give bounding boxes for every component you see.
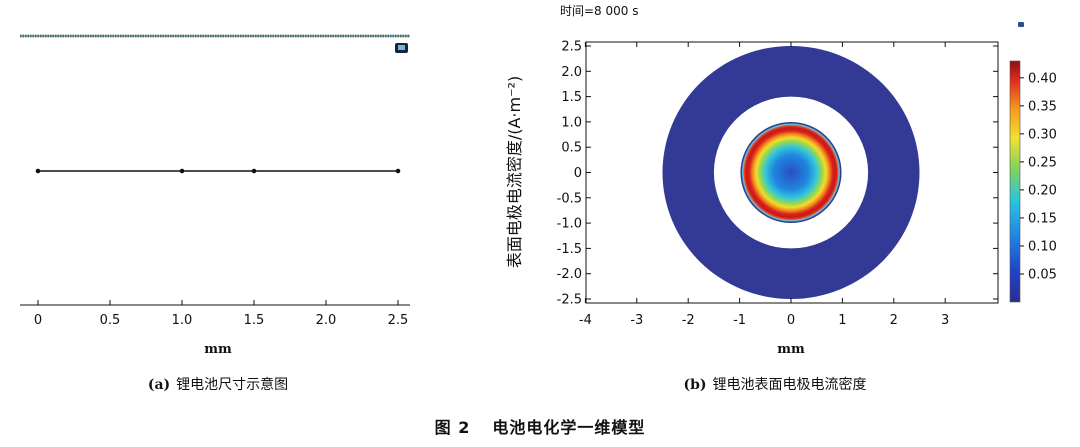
panel-a-x-tick-label: 1.0 <box>172 313 193 328</box>
panel-b-y-tick-label: -1.0 <box>557 217 582 232</box>
panel-a-x-tick-label: 1.5 <box>244 313 265 328</box>
panel-b-y-tick-label: -2.5 <box>557 293 582 308</box>
colorbar-tick-label: 0.25 <box>1028 155 1057 170</box>
domain-vertex <box>251 168 257 174</box>
panel-a-label: (a) <box>148 377 170 393</box>
panel-b-y-tick-label: -2.0 <box>557 267 582 282</box>
panel-a-x-tick-label: 0 <box>34 313 42 328</box>
panel-b-y-tick-label: 0 <box>574 166 582 181</box>
colorbar-tick-label: 0.35 <box>1028 99 1057 114</box>
panel-b-y-tick-label: 2.0 <box>561 65 582 80</box>
panel-b-caption: (b) 锂电池表面电极电流密度 <box>683 376 866 393</box>
panel-b-caption-text: 锂电池表面电极电流密度 <box>713 376 867 393</box>
panel-b-y-tick-label: -0.5 <box>557 191 582 206</box>
legend-marker-icon-inner <box>398 45 405 50</box>
inner-disk <box>741 122 841 223</box>
colorbar <box>1009 60 1021 303</box>
colorbar-tick-label: 0.05 <box>1028 267 1057 282</box>
panel-a-x-tick-label: 2.0 <box>316 313 337 328</box>
panel-b-x-tick-label: 0 <box>787 313 795 328</box>
figure-title: 电池电化学一维模型 <box>492 418 645 437</box>
colorbar-tick-label: 0.40 <box>1028 71 1057 86</box>
colorbar-tick-label: 0.15 <box>1028 211 1057 226</box>
domain-vertex <box>35 168 41 174</box>
time-label: 时间=8 000 s <box>560 4 638 18</box>
panel-a-x-tick-label: 2.5 <box>388 313 409 328</box>
colorbar-tick-label: 0.30 <box>1028 127 1057 142</box>
panel-b-label: (b) <box>683 377 706 393</box>
domain-vertex <box>395 168 401 174</box>
panel-b-x-tick-label: -2 <box>682 313 695 328</box>
panel-b-y-label: 表面电极电流密度/(A·m⁻²) <box>505 76 524 268</box>
colorbar-tick-label: 0.20 <box>1028 183 1057 198</box>
domain-vertex <box>179 168 185 174</box>
panel-b-x-tick-label: 3 <box>941 313 949 328</box>
panel-b-x-tick-label: -4 <box>579 313 592 328</box>
panel-b-y-tick-label: 1.0 <box>561 115 582 130</box>
panel-b-x-unit: mm <box>777 342 805 357</box>
panel-b-y-tick-label: -1.5 <box>557 242 582 257</box>
panel-b-x-tick-label: -3 <box>630 313 643 328</box>
inner-disk-edge <box>740 121 842 224</box>
panel-b-x-tick-label: 2 <box>890 313 898 328</box>
outer-ring <box>662 46 920 300</box>
panel-a-x-tick-label: 0.5 <box>100 313 121 328</box>
panel-b-marker-icon <box>1018 22 1024 27</box>
panel-b-x-tick-label: -1 <box>733 313 746 328</box>
panel-a: 0 0.5 1.0 1.5 2.0 2.5 mm (a) 锂电池尺寸示意图 <box>20 34 410 393</box>
panel-b-y-tick-label: 2.5 <box>561 40 582 55</box>
panel-b-y-tick-label: 1.5 <box>561 90 582 105</box>
figure-caption: 图 2 电池电化学一维模型 <box>435 418 646 437</box>
panel-b: 时间=8 000 s -4 -3 -2 -1 0 1 2 3 2.5 2.0 1.5 1.0 0.5 0… <box>505 4 1057 393</box>
panel-a-caption-text: 锂电池尺寸示意图 <box>176 376 288 393</box>
panel-b-y-tick-label: 0.5 <box>561 141 582 156</box>
colorbar-tick-label: 0.10 <box>1028 239 1057 254</box>
panel-a-caption: (a) 锂电池尺寸示意图 <box>148 376 288 393</box>
panel-a-x-unit: mm <box>204 342 232 357</box>
panel-b-x-tick-label: 1 <box>838 313 846 328</box>
figure-label: 图 2 <box>435 418 471 437</box>
